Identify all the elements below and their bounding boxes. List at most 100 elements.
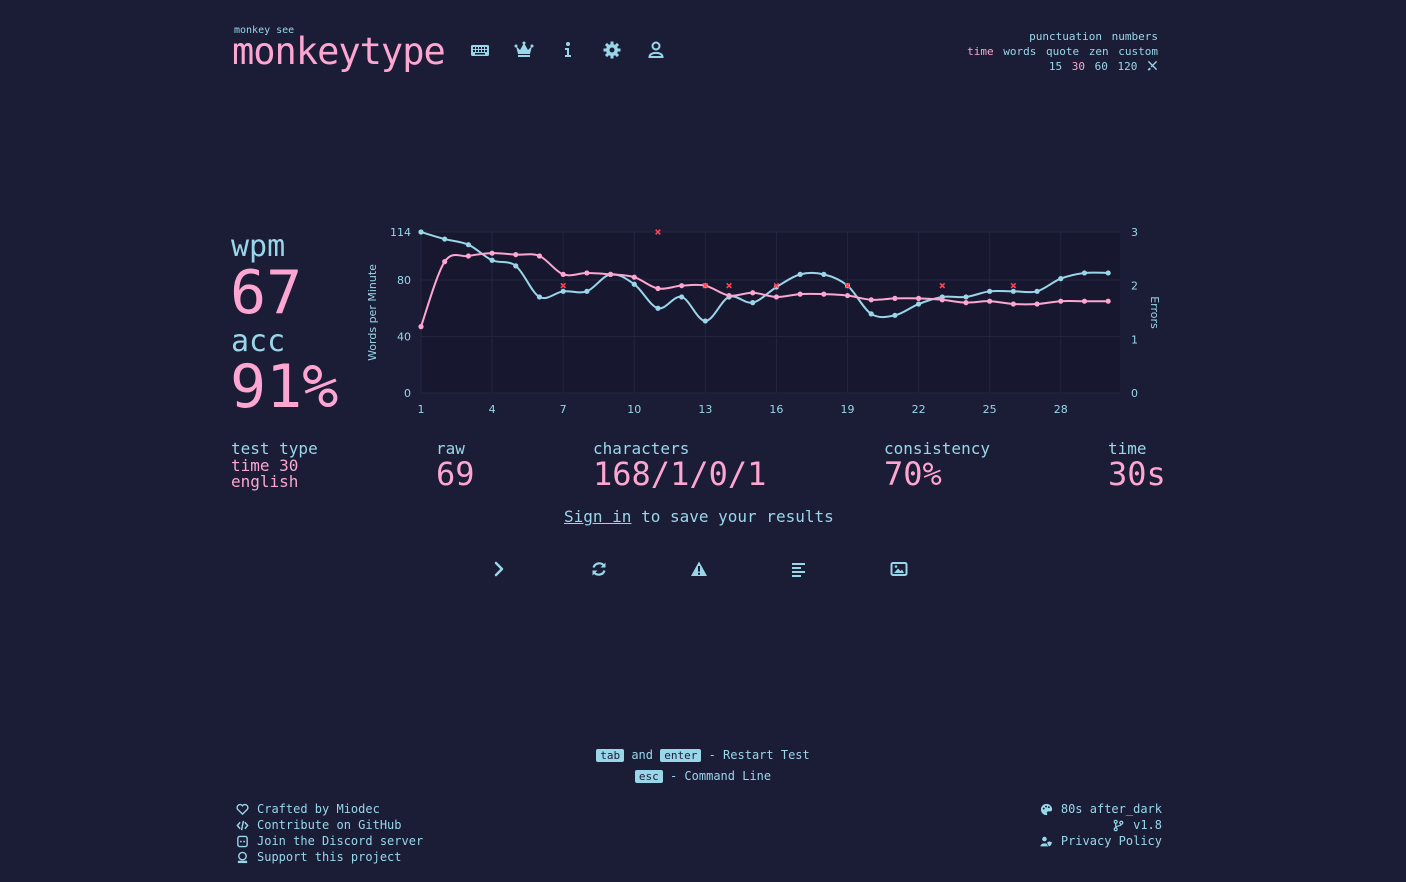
signin-link[interactable]: Sign in	[564, 507, 632, 526]
user-icon[interactable]	[646, 40, 666, 60]
raw-point	[655, 305, 661, 311]
mode-words[interactable]: words	[1003, 45, 1037, 58]
mode-time[interactable]: time	[967, 45, 994, 58]
error-marker	[939, 282, 946, 289]
mode-custom[interactable]: custom	[1118, 45, 1158, 58]
y2-tick-label: 2	[1131, 280, 1138, 293]
github-link[interactable]: Contribute on GitHub	[236, 817, 423, 833]
error-marker	[726, 282, 732, 289]
wpm-point	[773, 294, 780, 300]
plot-area	[421, 232, 1120, 393]
code-branch-icon	[1113, 819, 1124, 831]
donate-icon	[237, 851, 248, 863]
punctuation-toggle[interactable]: punctuation	[1029, 30, 1103, 43]
raw-point	[442, 236, 448, 242]
acc-value: 91%	[230, 352, 339, 422]
error-marker	[1010, 282, 1017, 289]
time-30[interactable]: 30	[1071, 60, 1085, 73]
time-120[interactable]: 120	[1117, 60, 1138, 73]
privacy-link[interactable]: Privacy Policy	[1040, 833, 1162, 849]
mode-zen[interactable]: zen	[1088, 45, 1109, 58]
consistency-value: 70%	[884, 455, 942, 493]
y-tick-label: 40	[397, 331, 411, 344]
info-icon[interactable]	[558, 40, 578, 60]
wpm-point	[963, 300, 969, 306]
raw-point	[892, 312, 898, 318]
key-tips: tab and enter - Restart Test esc - Comma…	[0, 745, 1406, 787]
wpm-point	[513, 251, 519, 258]
crafted-by-link[interactable]: Crafted by Miodec	[236, 801, 423, 817]
wpm-point	[844, 292, 851, 299]
test-type-label: test type	[231, 439, 318, 458]
wpm-point	[1105, 298, 1111, 304]
config-row-modes: time words quote zen custom	[964, 44, 1158, 59]
wpm-point	[560, 271, 566, 277]
raw-point	[702, 318, 708, 324]
y-tick-label: 114	[390, 226, 411, 239]
wpm-point	[892, 295, 898, 301]
raw-value: 69	[436, 455, 475, 493]
y2-axis-label: Errors	[1148, 296, 1160, 329]
consistency-block: consistency 70%	[884, 439, 990, 493]
next-test-icon[interactable]	[490, 560, 510, 580]
crown-icon[interactable]	[514, 40, 534, 60]
esc-key: esc	[634, 770, 663, 783]
raw-point	[465, 242, 471, 248]
raw-point	[773, 284, 780, 290]
support-link[interactable]: Support this project	[236, 849, 423, 865]
signin-prompt: Sign in to save your results	[564, 507, 834, 526]
consistency-label: consistency	[884, 439, 990, 458]
time-15[interactable]: 15	[1048, 60, 1063, 73]
x-tick-label: 22	[912, 403, 926, 416]
wpm-point	[1034, 301, 1040, 307]
error-marker	[655, 229, 661, 235]
raw-point	[536, 294, 543, 300]
wpm-point	[797, 291, 803, 297]
command-tip: esc - Command Line	[0, 766, 1406, 787]
discord-icon	[237, 835, 248, 847]
words-history-icon[interactable]	[790, 560, 810, 580]
wpm-point	[584, 270, 590, 276]
theme-button[interactable]: 80s after_dark	[1040, 801, 1162, 817]
y-axis-label: Words per Minute	[366, 264, 379, 361]
tab-key: tab	[596, 749, 625, 762]
wpm-point	[750, 290, 756, 296]
x-tick-label: 28	[1054, 403, 1068, 416]
restart-icon[interactable]	[590, 560, 610, 580]
screenshot-icon[interactable]	[890, 560, 910, 580]
heart-icon	[236, 803, 249, 815]
numbers-toggle[interactable]: numbers	[1111, 30, 1158, 43]
x-tick-label: 16	[769, 403, 783, 416]
footer-links: Crafted by Miodec Contribute on GitHub J…	[236, 801, 423, 865]
test-config: punctuation numbers time words quote zen…	[964, 29, 1158, 74]
version-button[interactable]: v1.8	[1040, 817, 1162, 833]
mode-quote[interactable]: quote	[1046, 45, 1080, 58]
error-marker	[773, 282, 780, 289]
error-marker	[702, 282, 709, 289]
logo[interactable]: monkeytype	[232, 30, 446, 73]
x-tick-label: 19	[841, 403, 855, 416]
report-icon[interactable]	[690, 560, 710, 580]
test-type-block: test type time 30 english	[231, 440, 318, 490]
wpm-point	[536, 253, 543, 259]
keyboard-icon[interactable]	[470, 40, 490, 60]
discord-link[interactable]: Join the Discord server	[236, 833, 423, 849]
wpm-point	[489, 250, 495, 256]
config-row-durations: 15 30 60 120	[964, 59, 1158, 74]
raw-point	[1010, 288, 1016, 294]
raw-label: raw	[436, 439, 465, 458]
gear-icon[interactable]	[602, 40, 622, 60]
y2-tick-label: 3	[1131, 226, 1138, 239]
y-tick-label: 80	[397, 274, 411, 287]
tools-icon[interactable]	[1147, 60, 1158, 73]
wpm-point	[465, 253, 471, 259]
raw-point	[513, 263, 519, 269]
time-60[interactable]: 60	[1094, 60, 1108, 73]
error-marker	[844, 282, 851, 289]
restart-tip: tab and enter - Restart Test	[0, 745, 1406, 766]
characters-block: characters 168/1/0/1	[593, 440, 766, 491]
wpm-point	[607, 271, 614, 277]
raw-point	[821, 271, 827, 277]
wpm-point	[418, 324, 424, 330]
time-block: time 30s	[1108, 440, 1166, 491]
